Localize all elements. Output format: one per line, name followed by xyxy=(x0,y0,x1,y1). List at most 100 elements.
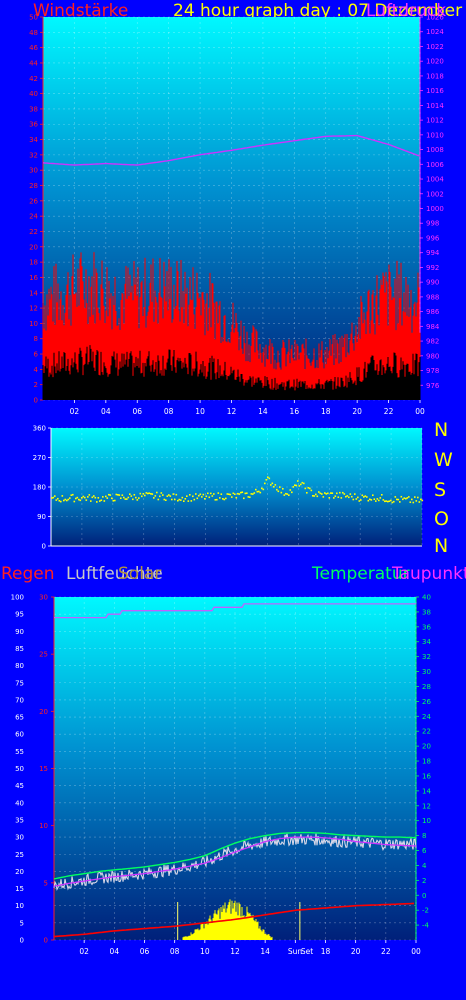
wind-direction-point xyxy=(223,498,226,501)
y-tick-label: 22 xyxy=(29,228,38,236)
wind-direction-point xyxy=(324,492,326,494)
wind-direction-point xyxy=(256,490,259,493)
wind-direction-point xyxy=(379,497,382,499)
wind-direction-point xyxy=(394,496,397,498)
y2-tick-label: 990 xyxy=(426,279,439,287)
temp-tick-label: 26 xyxy=(422,698,431,706)
wind-direction-point xyxy=(364,495,367,497)
wind-direction-point xyxy=(336,492,338,495)
wind-direction-point xyxy=(289,489,292,491)
y2-tick-label: 1000 xyxy=(426,205,444,213)
humidity-tick-label: 25 xyxy=(15,851,24,859)
wind-direction-point xyxy=(385,500,388,502)
wind-direction-point xyxy=(163,498,166,501)
humidity-tick-label: 35 xyxy=(15,816,24,824)
y-tick-label: 90 xyxy=(37,513,46,521)
wind-direction-point xyxy=(390,499,392,502)
y-tick-label: 42 xyxy=(29,75,38,83)
wind-direction-point xyxy=(205,495,208,498)
wind-direction-point xyxy=(297,480,299,482)
wind-direction-point xyxy=(94,496,97,499)
y2-tick-label: 988 xyxy=(426,293,439,301)
humidity-tick-label: 10 xyxy=(15,902,24,910)
y-tick-label: 36 xyxy=(29,121,38,129)
wind-direction-point xyxy=(151,493,154,495)
temp-tick-label: 38 xyxy=(422,608,431,616)
y2-tick-label: 1024 xyxy=(426,28,444,36)
wind-direction-point xyxy=(358,500,361,502)
wind-direction-point xyxy=(130,495,133,497)
x-tick-label: 02 xyxy=(79,947,89,956)
y-tick-label: 6 xyxy=(34,351,39,359)
wind-direction-point xyxy=(100,499,103,501)
wind-direction-point xyxy=(82,495,85,498)
rain-tick-label: 10 xyxy=(39,822,48,830)
wind-direction-point xyxy=(213,493,215,495)
wind-direction-point xyxy=(219,497,221,499)
wind-direction-point xyxy=(147,492,149,495)
y-tick-label: 2 xyxy=(34,381,38,389)
wind-direction-point xyxy=(342,491,344,494)
wind-direction-point xyxy=(343,493,346,495)
wind-direction-point xyxy=(249,496,251,498)
wind-direction-point xyxy=(73,500,76,503)
wind-direction-point xyxy=(232,492,235,495)
wind-direction-point xyxy=(295,484,298,487)
wind-direction-point xyxy=(202,493,205,496)
wind-direction-point xyxy=(121,494,124,496)
wind-direction-point xyxy=(391,501,394,504)
wind-direction-point xyxy=(315,493,317,496)
humidity-tick-label: 75 xyxy=(15,679,24,687)
y-tick-label: 40 xyxy=(29,90,38,98)
wind-direction-point xyxy=(193,498,196,501)
wind-direction-point xyxy=(105,495,107,498)
y-tick-label: 18 xyxy=(29,259,38,267)
wind-direction-point xyxy=(370,499,373,501)
y-tick-label: 10 xyxy=(29,320,38,328)
wind-direction-point xyxy=(397,498,400,501)
wind-direction-point xyxy=(285,492,287,495)
wind-direction-point xyxy=(138,497,140,499)
y2-tick-label: 978 xyxy=(426,367,439,375)
wind-direction-point xyxy=(190,500,193,502)
wind-direction-point xyxy=(220,493,223,495)
wind-direction-point xyxy=(210,492,212,495)
wind-direction-point xyxy=(231,496,233,498)
wind-direction-point xyxy=(211,495,214,497)
wind-direction-point xyxy=(267,476,269,478)
wind-direction-point xyxy=(114,499,116,502)
wind-direction-point xyxy=(195,493,197,495)
humidity-tick-label: 100 xyxy=(11,594,24,602)
compass-w-label: W xyxy=(434,449,453,471)
rain-tick-label: 20 xyxy=(39,708,48,716)
wind-direction-point xyxy=(72,493,74,496)
humidity-tick-label: 5 xyxy=(20,919,24,927)
wind-direction-point xyxy=(169,495,172,497)
sunset-label: Set xyxy=(301,947,313,956)
wind-direction-point xyxy=(322,496,325,498)
humidity-tick-label: 90 xyxy=(15,628,24,636)
wind-direction-point xyxy=(258,490,260,493)
wind-direction-point xyxy=(363,496,365,498)
wind-direction-point xyxy=(192,495,194,498)
wind-direction-point xyxy=(268,477,271,480)
wind-direction-point xyxy=(132,498,134,501)
wind-direction-point xyxy=(103,500,106,502)
temp-tick-label: 18 xyxy=(422,758,431,766)
y2-tick-label: 1008 xyxy=(426,146,444,154)
wind-direction-point xyxy=(156,491,158,494)
wind-direction-point xyxy=(420,498,422,501)
wind-direction-point xyxy=(109,494,112,496)
x-tick-label: 14 xyxy=(258,407,268,416)
wind-direction-point xyxy=(91,496,94,499)
y2-tick-label: 1026 xyxy=(426,14,444,22)
y-tick-label: 360 xyxy=(33,425,46,433)
wind-direction-point xyxy=(238,493,241,495)
x-tick-label: 18 xyxy=(321,947,331,956)
x-tick-label: 00 xyxy=(411,947,421,956)
wind-direction-point xyxy=(304,487,307,490)
wind-direction-point xyxy=(352,498,355,501)
wind-direction-point xyxy=(373,498,376,500)
humidity-tick-label: 15 xyxy=(15,885,24,893)
